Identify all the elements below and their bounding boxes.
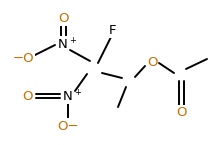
Text: O: O: [22, 89, 32, 103]
Text: −O: −O: [12, 51, 34, 65]
Text: +: +: [69, 36, 76, 45]
Text: N: N: [63, 89, 73, 103]
Text: +: +: [74, 88, 81, 97]
Text: O: O: [147, 56, 157, 68]
Text: O−: O−: [57, 119, 79, 133]
Text: O: O: [58, 11, 68, 25]
Text: F: F: [108, 23, 116, 37]
Text: O: O: [176, 106, 186, 119]
Text: N: N: [58, 38, 68, 50]
